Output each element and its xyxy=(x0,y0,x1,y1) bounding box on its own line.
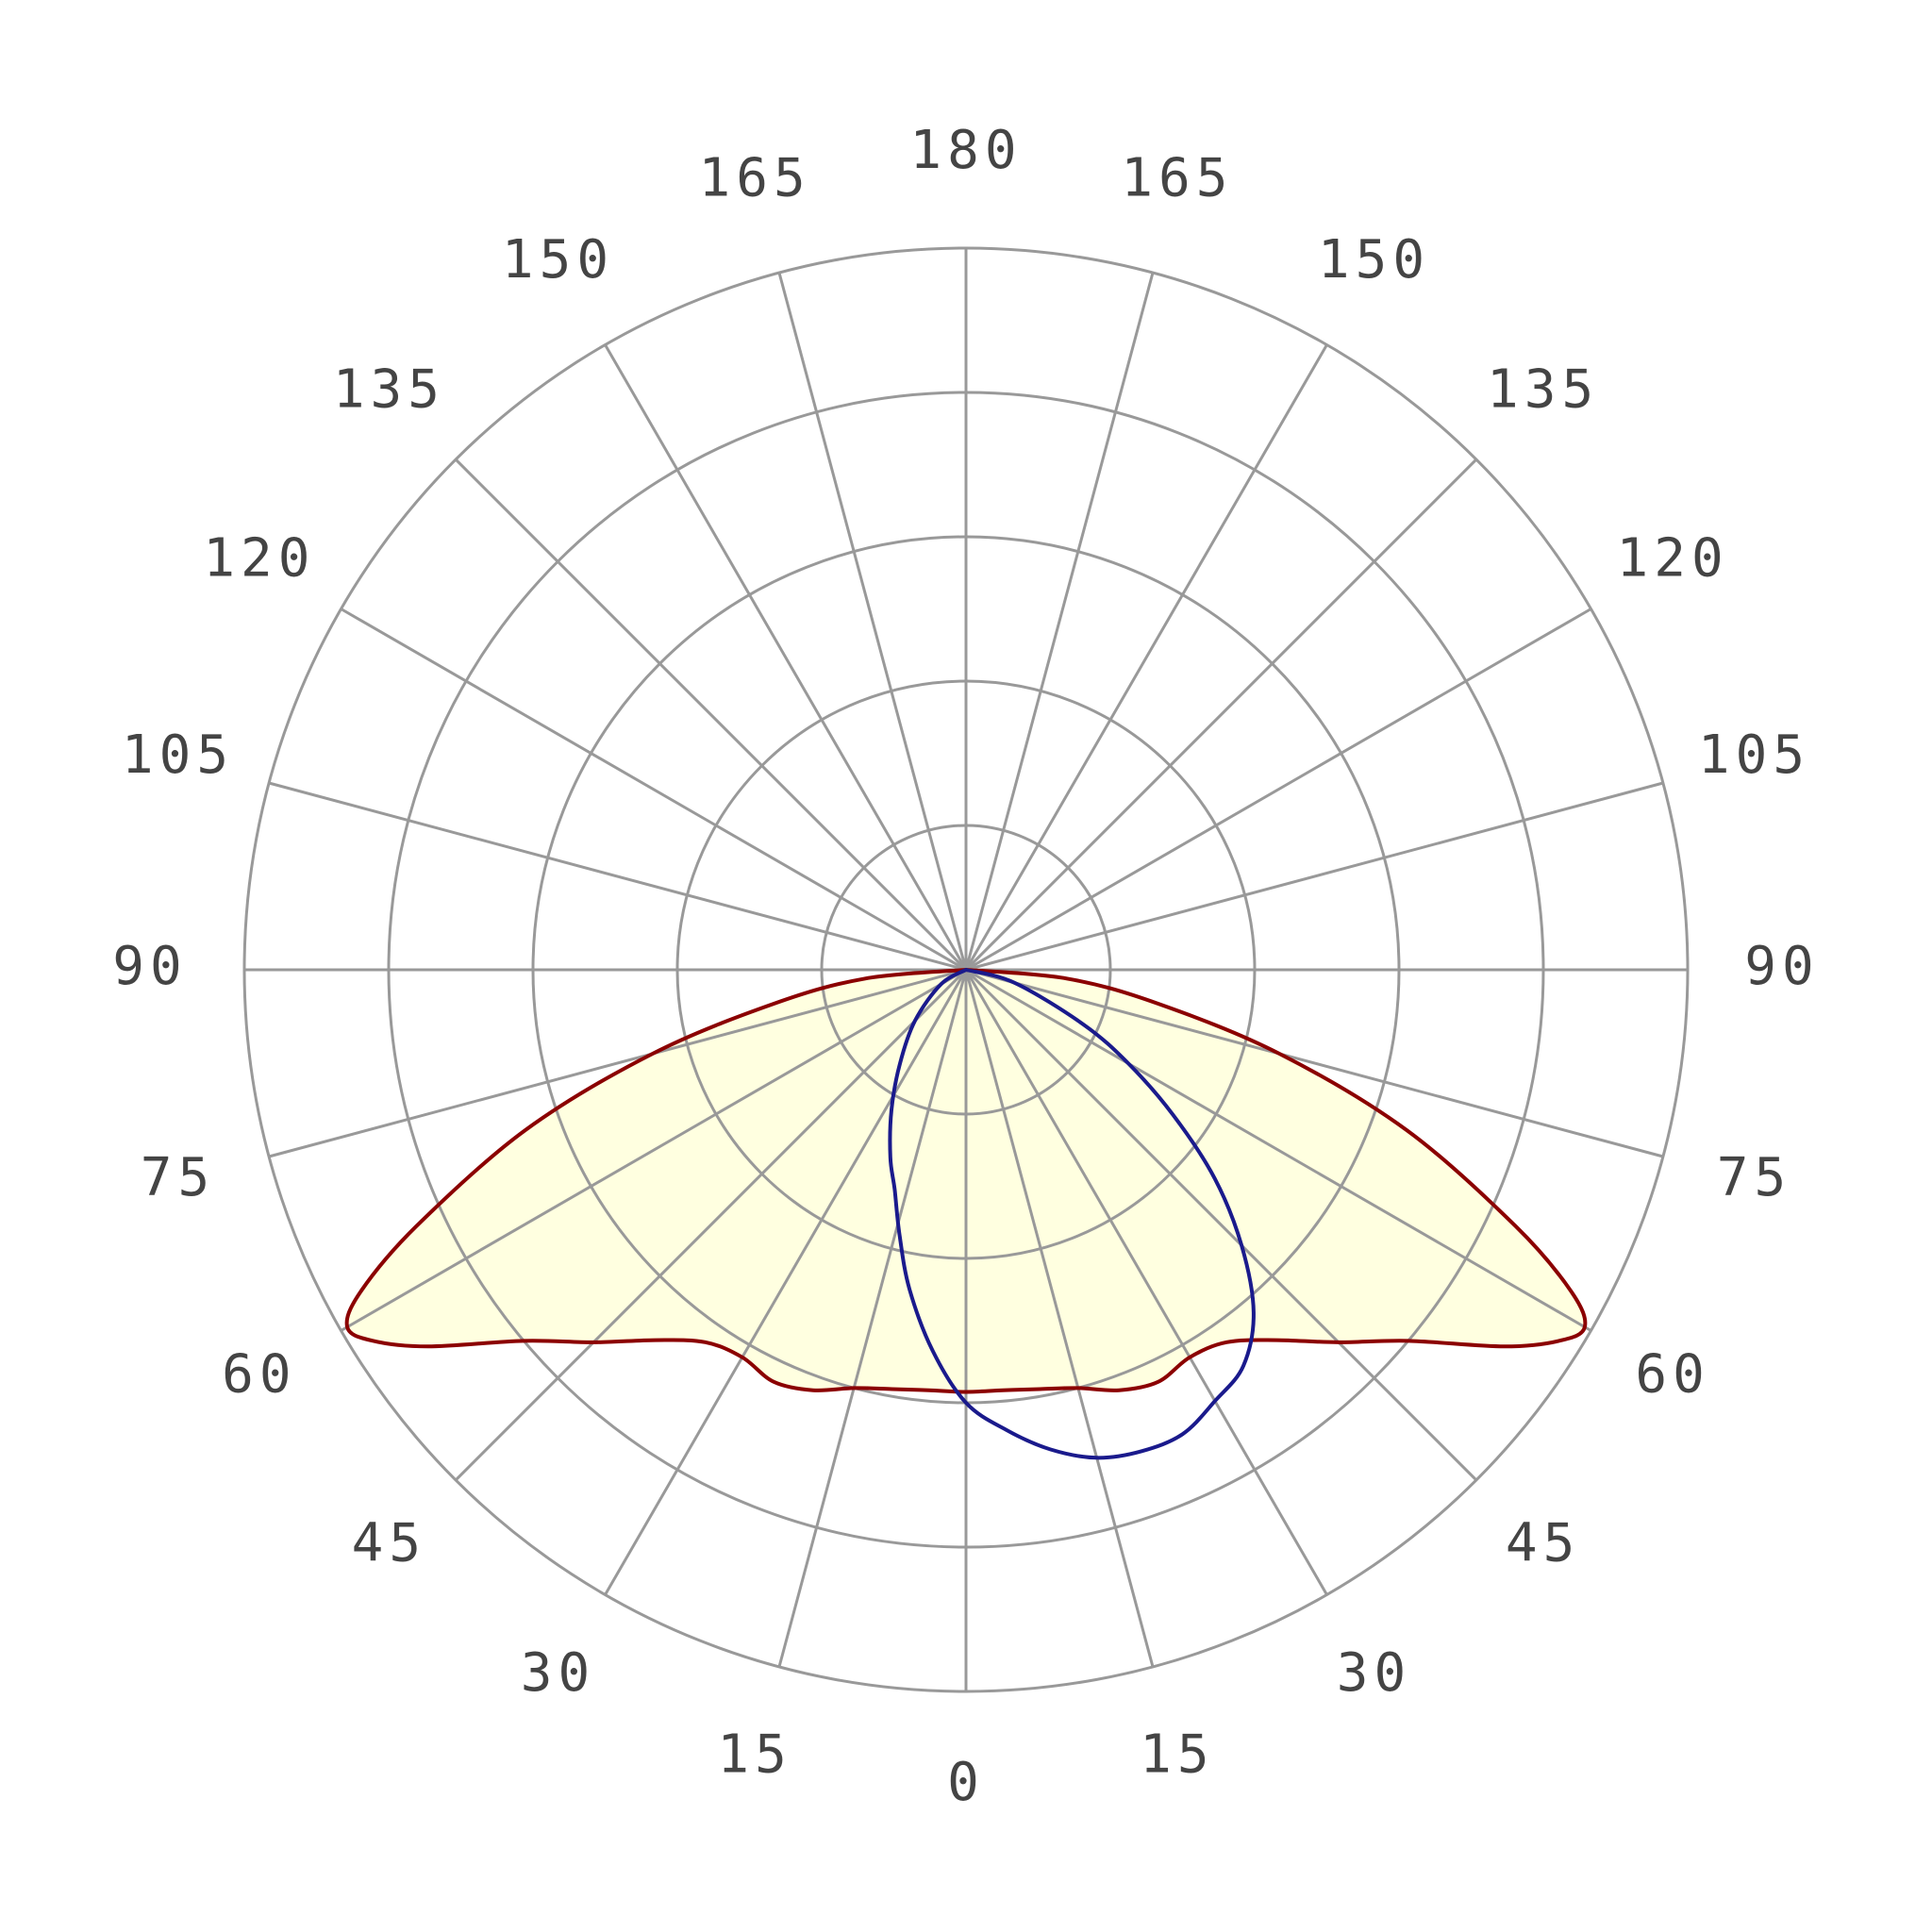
angle-label-left-135: 135 xyxy=(333,359,445,421)
angle-label-left-15: 15 xyxy=(717,1724,791,1786)
angle-label-right-120: 120 xyxy=(1617,528,1729,590)
angle-label-right-165: 165 xyxy=(1121,148,1233,209)
angle-label-right-180: 180 xyxy=(909,120,1022,181)
angle-label-left-120: 120 xyxy=(203,528,315,590)
grid-spoke-210 xyxy=(604,343,968,971)
grid-spoke-30 xyxy=(964,969,1328,1596)
angle-label-right-105: 105 xyxy=(1698,724,1810,786)
series-line-1 xyxy=(888,968,1256,1460)
series-layer xyxy=(344,968,1588,1460)
grid-spoke-150 xyxy=(964,343,1328,971)
angle-label-right-30: 30 xyxy=(1337,1642,1411,1704)
grid-spoke-45 xyxy=(964,968,1477,1481)
grid-spoke-345 xyxy=(777,969,968,1668)
angle-label-right-135: 135 xyxy=(1487,359,1599,421)
grid-spoke-105 xyxy=(965,781,1664,972)
series-line-0 xyxy=(344,968,1588,1394)
grid-spoke-195 xyxy=(777,272,968,971)
angle-label-left-30: 30 xyxy=(521,1642,595,1704)
angle-label-left-105: 105 xyxy=(122,724,234,786)
grid-spoke-285 xyxy=(268,968,967,1158)
angle-label-right-150: 150 xyxy=(1318,229,1430,291)
angle-label-right-75: 75 xyxy=(1717,1147,1791,1208)
angle-label-left-75: 75 xyxy=(141,1147,215,1208)
grid-spoke-330 xyxy=(604,969,968,1596)
polar-grid xyxy=(242,246,1690,1693)
grid-spoke-165 xyxy=(964,272,1155,971)
grid-spoke-300 xyxy=(340,968,967,1332)
angle-label-right-45: 45 xyxy=(1506,1513,1580,1574)
grid-spoke-120 xyxy=(965,608,1592,972)
angle-label-left-60: 60 xyxy=(222,1344,296,1406)
grid-spoke-15 xyxy=(964,969,1155,1668)
angle-label-left-45: 45 xyxy=(352,1513,426,1574)
angle-label-right-15: 15 xyxy=(1140,1724,1214,1786)
angle-labels: 0 15 15 30 30 45 45 60 60 75 75 90 90 105 105 120 120 135… xyxy=(112,120,1819,1813)
grid-spoke-240 xyxy=(340,608,967,972)
angle-label-right-60: 60 xyxy=(1635,1344,1709,1406)
grid-spoke-135 xyxy=(964,458,1477,972)
grid-spoke-60 xyxy=(965,968,1592,1332)
angle-label-right-90: 90 xyxy=(1744,936,1819,997)
grid-spoke-75 xyxy=(965,968,1664,1158)
angle-label-left-165: 165 xyxy=(699,148,811,209)
grid-spoke-315 xyxy=(455,968,968,1481)
grid-spoke-225 xyxy=(455,458,968,972)
angle-label-left-90: 90 xyxy=(112,936,187,997)
grid-spoke-255 xyxy=(268,781,967,972)
angle-label-right-0: 0 xyxy=(947,1752,985,1813)
angle-label-left-150: 150 xyxy=(502,229,614,291)
